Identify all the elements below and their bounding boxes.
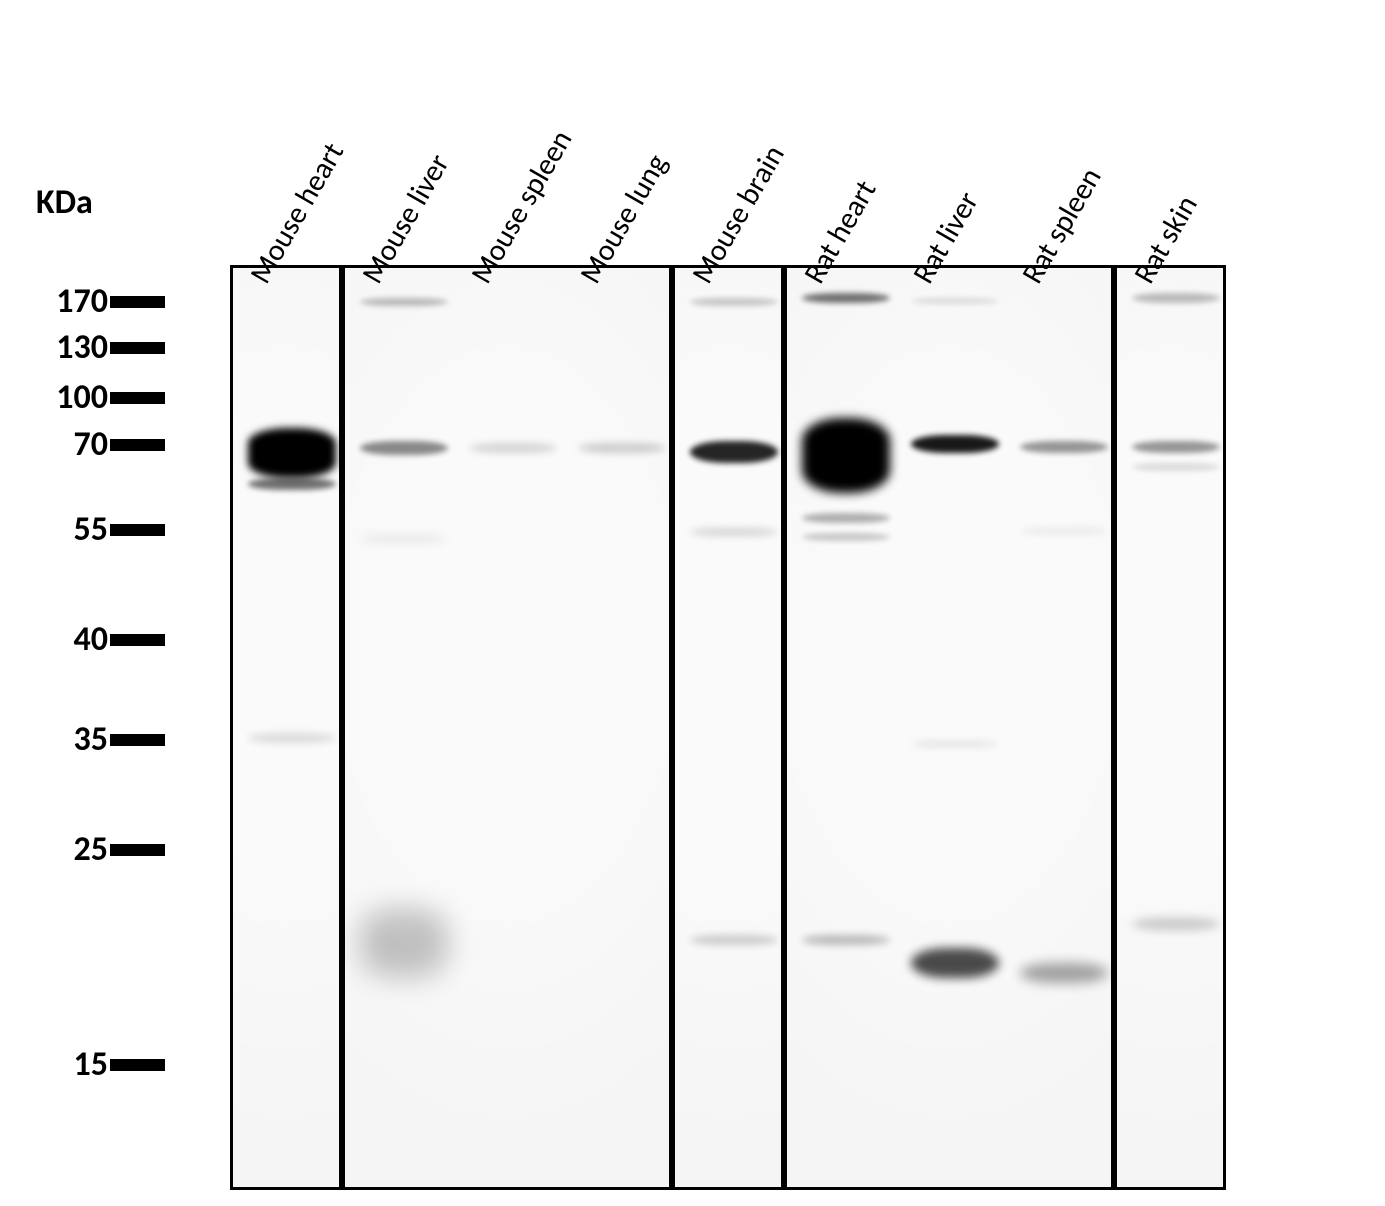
mw-label-70: 70 [36, 424, 108, 465]
band [360, 441, 448, 455]
band [1020, 963, 1108, 983]
western-blot-figure: KDa 170130100705540352515 Mouse heartMou… [30, 20, 1370, 1190]
band [911, 435, 999, 453]
band [911, 741, 999, 747]
band [1132, 293, 1220, 303]
mw-label-100: 100 [36, 377, 108, 418]
mw-tick-25 [110, 844, 165, 856]
band [1020, 528, 1108, 534]
band [1132, 441, 1220, 453]
blot-panel-4 [1114, 265, 1226, 1190]
band [248, 428, 336, 478]
band [802, 533, 890, 541]
band [469, 443, 557, 453]
blot-panel-3 [784, 265, 1114, 1190]
band [690, 298, 778, 306]
mw-label-35: 35 [36, 719, 108, 760]
mw-tick-15 [110, 1059, 165, 1071]
mw-tick-130 [110, 342, 165, 354]
band [360, 908, 448, 978]
mw-label-130: 130 [36, 327, 108, 368]
band [690, 935, 778, 945]
band [1020, 441, 1108, 453]
band [1132, 463, 1220, 471]
band [578, 443, 666, 453]
band [690, 528, 778, 536]
mw-tick-100 [110, 392, 165, 404]
mw-tick-40 [110, 634, 165, 646]
mw-tick-55 [110, 524, 165, 536]
unit-label-kda: KDa [36, 182, 93, 223]
blot-panel-1 [342, 265, 672, 1190]
mw-label-25: 25 [36, 829, 108, 870]
band [248, 478, 336, 490]
band [1132, 918, 1220, 930]
mw-label-55: 55 [36, 509, 108, 550]
band [911, 948, 999, 978]
band [911, 298, 999, 304]
blot-panel-2 [672, 265, 784, 1190]
band [802, 418, 890, 493]
band [360, 298, 448, 306]
mw-label-170: 170 [36, 281, 108, 322]
band [360, 535, 448, 543]
band [802, 513, 890, 523]
band [690, 441, 778, 463]
mw-tick-70 [110, 439, 165, 451]
mw-tick-35 [110, 734, 165, 746]
blot-panel-0 [230, 265, 342, 1190]
band [802, 293, 890, 303]
mw-label-15: 15 [36, 1044, 108, 1085]
mw-tick-170 [110, 296, 165, 308]
band [248, 733, 336, 743]
band [802, 935, 890, 945]
mw-label-40: 40 [36, 619, 108, 660]
